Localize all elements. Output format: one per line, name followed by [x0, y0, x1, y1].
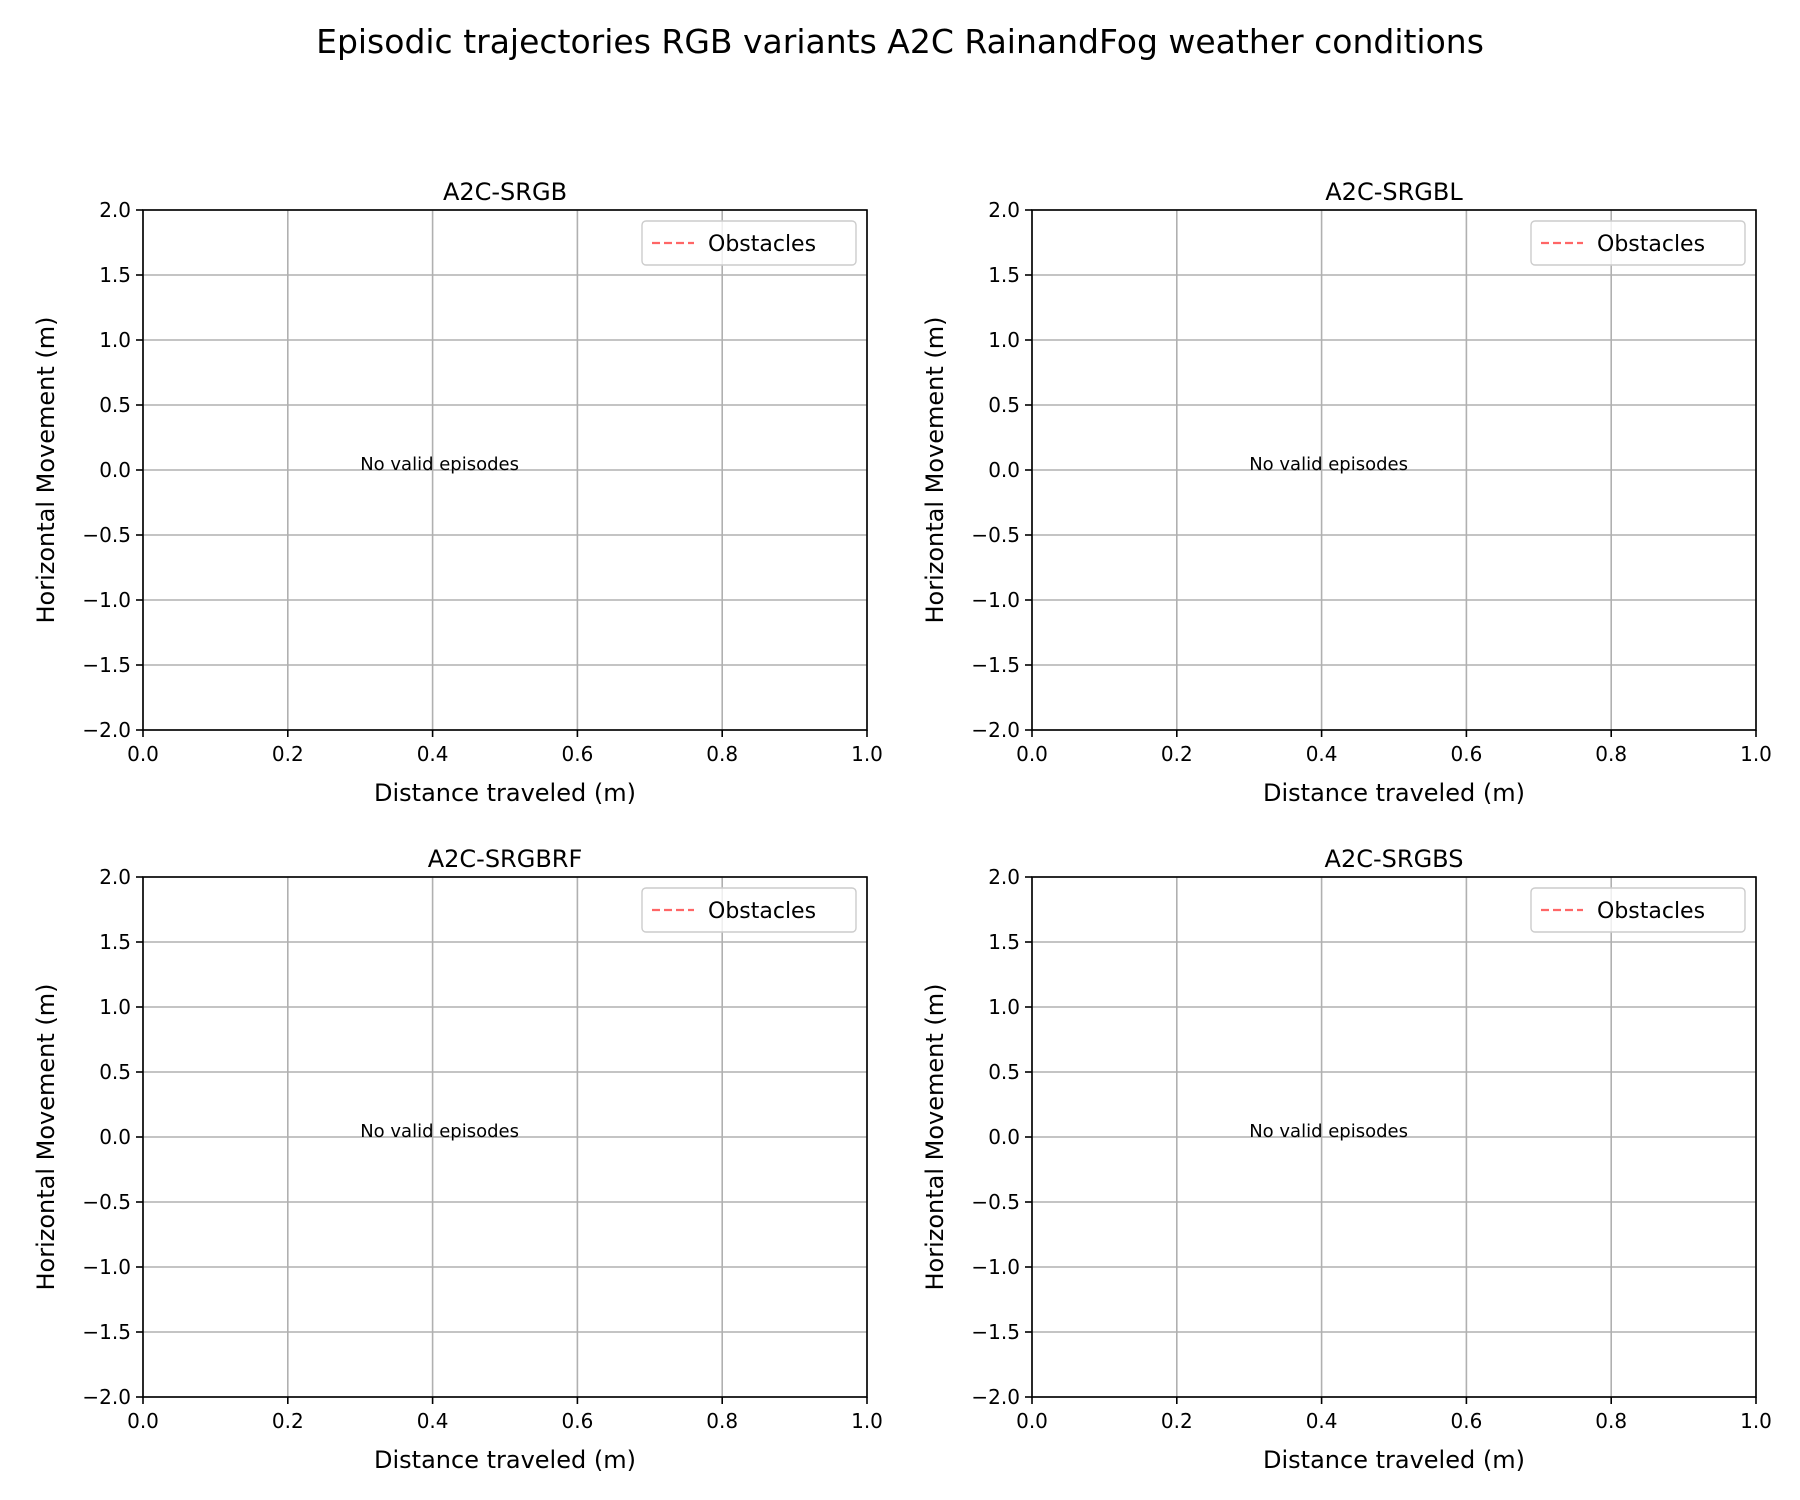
y-tick-label: 1.5: [988, 930, 1020, 954]
x-axis-label: Distance traveled (m): [374, 779, 636, 807]
x-tick-label: 0.0: [1016, 742, 1048, 766]
y-tick-label: 0.0: [988, 458, 1020, 482]
subplot-title: A2C-SRGB: [443, 178, 567, 206]
y-tick-label: 1.5: [99, 930, 131, 954]
x-tick-label: 0.6: [561, 742, 593, 766]
y-tick-label: −2.0: [971, 718, 1020, 742]
y-tick-label: 0.5: [988, 1060, 1020, 1084]
y-tick-label: 1.0: [99, 995, 131, 1019]
subplot-title: A2C-SRGBS: [1325, 845, 1464, 873]
x-tick-label: 0.2: [1161, 742, 1193, 766]
y-tick-label: 1.0: [99, 328, 131, 352]
y-tick-label: 0.5: [99, 1060, 131, 1084]
x-tick-label: 0.6: [1450, 742, 1482, 766]
x-axis-label: Distance traveled (m): [1263, 779, 1525, 807]
x-tick-label: 0.4: [417, 742, 449, 766]
subplot-3: 0.0 0.2 0.4 0.6 0.8 1.0 −2.0 −1.5 −1.0 −0.5 0.0 0.5…: [32, 845, 883, 1474]
no-episodes-annotation: No valid episodes: [1249, 454, 1408, 475]
x-tick-label: 0.0: [127, 1409, 159, 1433]
legend-label: Obstacles: [708, 899, 816, 924]
x-tick-label: 0.6: [1450, 1409, 1482, 1433]
y-tick-label: 2.0: [99, 198, 131, 222]
x-tick-label: 0.2: [1161, 1409, 1193, 1433]
y-tick-label: 1.5: [99, 263, 131, 287]
subplot-2: 0.0 0.2 0.4 0.6 0.8 1.0 −2.0 −1.5 −1.0 −0.5 0.0 0.5…: [921, 178, 1772, 807]
y-tick-label: −0.5: [82, 1190, 131, 1214]
legend: Obstacles: [1530, 220, 1746, 266]
legend-box: [641, 220, 857, 266]
legend-box: [1530, 220, 1746, 266]
y-tick-label: −1.0: [82, 588, 131, 612]
y-tick-label: 2.0: [99, 865, 131, 889]
y-tick-label: −2.0: [82, 1385, 131, 1409]
y-tick-label: −1.5: [82, 653, 131, 677]
x-tick-label: 0.8: [1595, 742, 1627, 766]
legend-label: Obstacles: [1597, 232, 1705, 257]
x-tick-label: 0.6: [561, 1409, 593, 1433]
y-axis-label: Horizontal Movement (m): [921, 983, 949, 1290]
x-axis-label: Distance traveled (m): [374, 1446, 636, 1474]
x-tick-label: 1.0: [1740, 1409, 1772, 1433]
figure-title: Episodic trajectories RGB variants A2C R…: [316, 22, 1484, 61]
no-episodes-annotation: No valid episodes: [1249, 1121, 1408, 1142]
x-tick-label: 0.8: [706, 742, 738, 766]
legend: Obstacles: [641, 887, 857, 933]
subplot-4: 0.0 0.2 0.4 0.6 0.8 1.0 −2.0 −1.5 −1.0 −0.5 0.0 0.5…: [921, 845, 1772, 1474]
x-tick-label: 0.0: [1016, 1409, 1048, 1433]
subplot-title: A2C-SRGBRF: [428, 845, 583, 873]
y-tick-label: 0.0: [988, 1125, 1020, 1149]
y-tick-label: −0.5: [971, 523, 1020, 547]
y-tick-label: 0.0: [99, 458, 131, 482]
y-axis-label: Horizontal Movement (m): [32, 316, 60, 623]
y-tick-label: 0.5: [99, 393, 131, 417]
y-tick-label: −0.5: [82, 523, 131, 547]
y-tick-label: −2.0: [82, 718, 131, 742]
legend-label: Obstacles: [708, 232, 816, 257]
legend-box: [641, 887, 857, 933]
no-episodes-annotation: No valid episodes: [360, 454, 519, 475]
y-tick-label: 2.0: [988, 198, 1020, 222]
x-tick-label: 0.4: [417, 1409, 449, 1433]
y-tick-label: 1.0: [988, 328, 1020, 352]
x-axis-label: Distance traveled (m): [1263, 1446, 1525, 1474]
y-tick-label: −2.0: [971, 1385, 1020, 1409]
x-tick-label: 0.0: [127, 742, 159, 766]
subplot-title: A2C-SRGBL: [1325, 178, 1463, 206]
legend-label: Obstacles: [1597, 899, 1705, 924]
legend: Obstacles: [641, 220, 857, 266]
y-tick-label: 1.0: [988, 995, 1020, 1019]
subplot-1: 0.0 0.2 0.4 0.6 0.8 1.0 −2.0 −1.5 −1.0 −0.5 0.0 0.5…: [32, 178, 883, 807]
x-tick-label: 1.0: [1740, 742, 1772, 766]
y-tick-label: −1.5: [82, 1320, 131, 1344]
x-tick-label: 0.8: [706, 1409, 738, 1433]
x-tick-label: 1.0: [851, 742, 883, 766]
y-tick-label: 0.5: [988, 393, 1020, 417]
x-tick-label: 0.2: [272, 742, 304, 766]
x-tick-label: 0.2: [272, 1409, 304, 1433]
x-tick-label: 1.0: [851, 1409, 883, 1433]
y-tick-label: −0.5: [971, 1190, 1020, 1214]
no-episodes-annotation: No valid episodes: [360, 1121, 519, 1142]
y-tick-label: −1.0: [971, 1255, 1020, 1279]
y-axis-label: Horizontal Movement (m): [32, 983, 60, 1290]
legend-box: [1530, 887, 1746, 933]
x-tick-label: 0.4: [1306, 742, 1338, 766]
x-tick-label: 0.4: [1306, 1409, 1338, 1433]
y-tick-label: 1.5: [988, 263, 1020, 287]
y-tick-label: 0.0: [99, 1125, 131, 1149]
y-tick-label: 2.0: [988, 865, 1020, 889]
legend: Obstacles: [1530, 887, 1746, 933]
y-axis-label: Horizontal Movement (m): [921, 316, 949, 623]
y-tick-label: −1.5: [971, 653, 1020, 677]
x-tick-label: 0.8: [1595, 1409, 1627, 1433]
y-tick-label: −1.0: [971, 588, 1020, 612]
y-tick-label: −1.0: [82, 1255, 131, 1279]
y-tick-label: −1.5: [971, 1320, 1020, 1344]
